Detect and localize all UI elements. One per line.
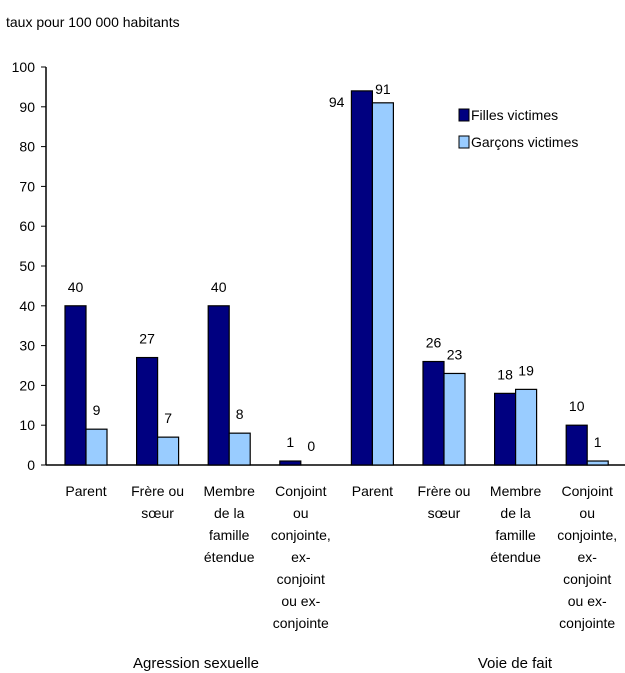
y-tick-label: 0 [27,457,35,473]
data-label: 1 [286,434,294,450]
x-category-label-line: famille [495,527,536,543]
data-label: 23 [447,346,463,362]
data-label: 0 [307,438,315,454]
legend: Filles victimes Garçons victimes [458,107,578,150]
x-category-label-line: Conjoint [275,483,326,499]
x-category-label-line: Parent [65,483,106,499]
bar-filles [350,90,373,466]
y-tick-label: 80 [19,139,35,155]
bar-garcons [443,372,466,466]
x-category-label-line: conjoint [563,571,611,587]
bar-filles [494,392,517,466]
x-category-label-line: conjoint [277,571,325,587]
data-label: 1 [594,434,602,450]
data-label: 27 [139,331,155,347]
x-category-label-line: de la [214,505,245,521]
x-category-label: Frère ou sœur [131,483,184,521]
bar-garcons [228,432,251,466]
data-label: 18 [497,366,513,382]
x-category-label: Parent [352,483,393,499]
x-category-label-line: ex- [577,549,597,565]
x-category-label-line: ou [293,505,309,521]
x-group-label: Voie de fait [478,655,553,672]
x-category-label-line: Conjoint [562,483,613,499]
y-tick-label: 40 [19,298,35,314]
x-category-label-line: étendue [204,549,255,565]
x-category-label-line: sœur [141,505,174,521]
data-label: 8 [236,406,244,422]
y-tick-label: 90 [19,99,35,115]
data-label: 40 [211,279,227,295]
data-label: 19 [518,362,534,378]
x-category-label: Parent [65,483,106,499]
x-category-label-line: Frère ou [131,483,184,499]
data-label: 9 [93,402,101,418]
x-category-label-line: ou ex- [281,593,320,609]
x-category-label-line: ex- [291,549,311,565]
data-label: 10 [569,398,585,414]
legend-swatch-filles [458,108,470,122]
x-category-label: Conjoint ou conjointe, ex-conjoint ou ex-con… [271,483,331,631]
x-category-label-line: ou [579,505,595,521]
data-label: 7 [164,410,172,426]
x-category-label-line: Membre [204,483,256,499]
x-category-label-line: Frère ou [418,483,471,499]
x-category-label: Membre de la famille étendue [490,483,542,565]
legend-label-filles: Filles victimes [471,107,558,123]
x-group-label: Agression sexuelle [133,655,259,672]
bar-filles [136,356,159,466]
y-tick-label: 70 [19,178,35,194]
bar-filles [422,360,445,466]
y-tick-label: 30 [19,338,35,354]
bar-filles [64,305,87,466]
y-tick-label: 20 [19,377,35,393]
bar-garcons [157,436,180,466]
y-tick-label: 100 [12,59,36,75]
legend-swatch-garcons [458,135,470,149]
x-category-label-line: Parent [352,483,393,499]
bar-garcons [586,460,609,466]
x-category-label-line: conjointe [559,615,615,631]
x-category-label-line: conjointe, [557,527,617,543]
y-axis-title: taux pour 100 000 habitants [6,14,180,30]
y-tick-label: 10 [19,417,35,433]
legend-label-garcons: Garçons victimes [471,134,578,150]
bar-garcons [371,102,394,466]
bar-garcons [514,388,538,466]
x-category-label-line: conjointe, [271,527,331,543]
data-label: 91 [375,81,391,97]
data-label: 94 [329,94,345,110]
x-category-label-line: conjointe [273,615,329,631]
y-tick-label: 50 [19,258,35,274]
x-category-label-line: sœur [428,505,461,521]
x-category-label: Frère ou sœur [418,483,471,521]
plot-area: 0102030405060708090100409Parent277Frère … [12,59,625,672]
bar-garcons [85,428,108,466]
x-category-label-line: étendue [490,549,541,565]
bar-filles [565,424,588,466]
x-category-label: Membre de la famille étendue [204,483,256,565]
bar-filles [279,460,302,466]
x-category-label-line: de la [500,505,531,521]
x-category-label-line: ou ex- [568,593,607,609]
x-category-label: Conjoint ou conjointe, ex-conjoint ou ex-con… [557,483,617,631]
x-category-label-line: famille [209,527,250,543]
data-label: 40 [68,279,84,295]
bar-filles [207,305,230,466]
y-tick-label: 60 [19,218,35,234]
data-label: 26 [426,335,442,351]
x-category-label-line: Membre [490,483,542,499]
